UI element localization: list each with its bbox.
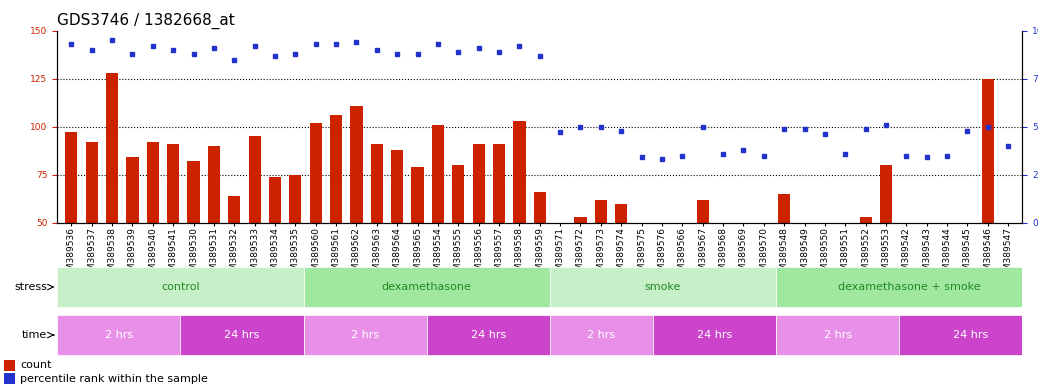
Bar xyxy=(391,150,404,223)
Bar xyxy=(717,223,729,271)
Text: percentile rank within the sample: percentile rank within the sample xyxy=(20,374,208,384)
Bar xyxy=(167,144,180,223)
Text: stress: stress xyxy=(13,282,47,292)
Text: 2 hrs: 2 hrs xyxy=(351,330,379,340)
Bar xyxy=(696,200,709,223)
Text: dexamethasone: dexamethasone xyxy=(382,282,471,292)
FancyBboxPatch shape xyxy=(57,267,303,307)
Bar xyxy=(208,146,220,223)
Text: 2 hrs: 2 hrs xyxy=(588,330,616,340)
Bar xyxy=(513,121,525,223)
Bar xyxy=(534,192,546,223)
FancyBboxPatch shape xyxy=(57,315,181,355)
Bar xyxy=(595,200,607,223)
Bar xyxy=(839,223,851,267)
Bar xyxy=(3,360,15,371)
Bar xyxy=(411,167,424,223)
Bar xyxy=(574,217,586,223)
Bar xyxy=(453,165,464,223)
Bar xyxy=(290,175,301,223)
FancyBboxPatch shape xyxy=(899,315,1038,355)
Bar xyxy=(351,106,362,223)
Bar xyxy=(859,217,872,223)
Bar xyxy=(819,223,831,227)
Bar xyxy=(676,223,688,309)
Text: count: count xyxy=(20,360,52,370)
Bar xyxy=(493,144,506,223)
Bar xyxy=(228,196,241,223)
Bar xyxy=(554,223,567,232)
FancyBboxPatch shape xyxy=(303,267,550,307)
Bar xyxy=(737,223,749,261)
Text: 2 hrs: 2 hrs xyxy=(105,330,133,340)
Bar xyxy=(65,132,78,223)
FancyBboxPatch shape xyxy=(776,315,899,355)
Bar xyxy=(188,161,199,223)
Bar xyxy=(269,177,281,223)
Text: dexamethasone + smoke: dexamethasone + smoke xyxy=(838,282,981,292)
Bar xyxy=(961,223,974,225)
Bar xyxy=(106,73,118,223)
Bar xyxy=(432,125,444,223)
FancyBboxPatch shape xyxy=(427,315,550,355)
FancyBboxPatch shape xyxy=(776,267,1038,307)
Text: 2 hrs: 2 hrs xyxy=(823,330,851,340)
FancyBboxPatch shape xyxy=(550,267,776,307)
Text: 24 hrs: 24 hrs xyxy=(471,330,507,340)
Bar xyxy=(778,194,790,223)
Bar xyxy=(656,223,668,255)
Text: 24 hrs: 24 hrs xyxy=(224,330,260,340)
Bar xyxy=(248,136,261,223)
Bar xyxy=(127,157,138,223)
Bar xyxy=(635,223,648,255)
Bar xyxy=(982,79,994,223)
FancyBboxPatch shape xyxy=(181,315,303,355)
FancyBboxPatch shape xyxy=(653,315,776,355)
Bar xyxy=(616,204,627,223)
Text: smoke: smoke xyxy=(645,282,681,292)
Bar xyxy=(146,142,159,223)
Bar xyxy=(3,373,15,384)
Bar xyxy=(880,165,892,223)
Bar xyxy=(371,144,383,223)
Bar xyxy=(941,223,953,273)
Bar xyxy=(798,223,811,227)
Bar xyxy=(309,123,322,223)
Bar xyxy=(330,115,343,223)
Bar xyxy=(472,144,485,223)
Bar xyxy=(900,223,912,269)
Bar xyxy=(921,223,933,276)
FancyBboxPatch shape xyxy=(550,315,653,355)
Text: GDS3746 / 1382668_at: GDS3746 / 1382668_at xyxy=(57,13,235,29)
Text: time: time xyxy=(22,330,47,340)
FancyBboxPatch shape xyxy=(303,315,427,355)
Text: 24 hrs: 24 hrs xyxy=(696,330,732,340)
Bar xyxy=(85,142,98,223)
Bar xyxy=(1002,223,1014,238)
Text: 24 hrs: 24 hrs xyxy=(954,330,989,340)
Bar xyxy=(758,223,770,284)
Text: control: control xyxy=(161,282,199,292)
